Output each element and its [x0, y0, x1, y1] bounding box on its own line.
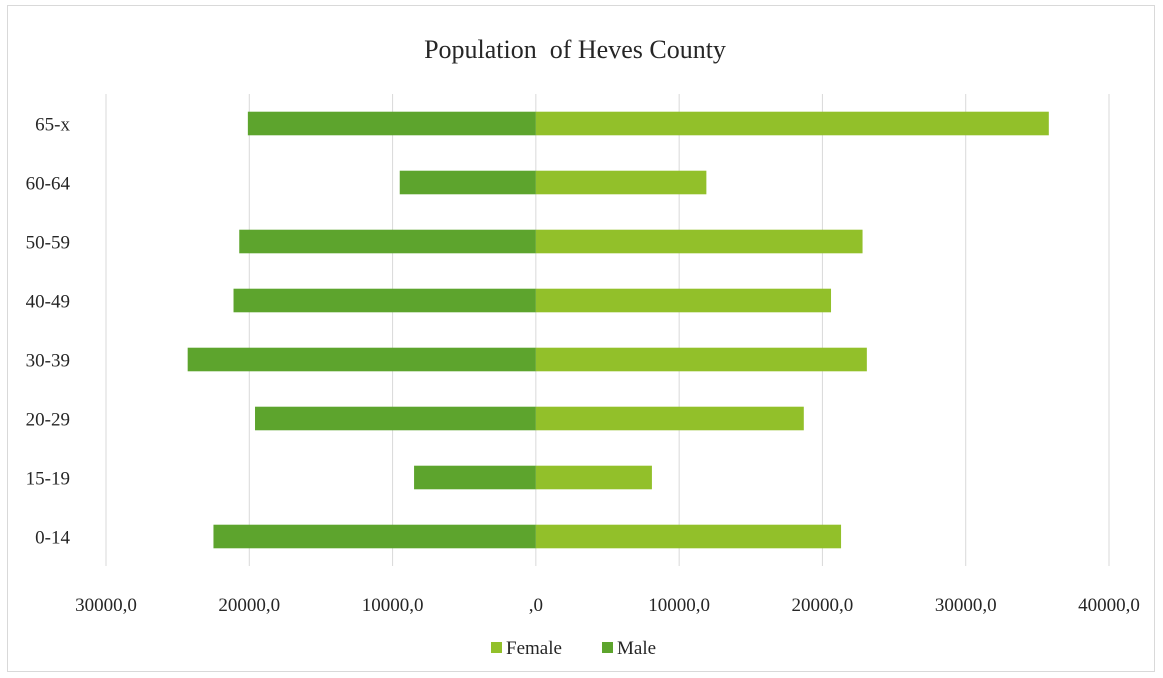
x-axis-labels: 30000,0 20000,0 10000,0 ,0 10000,0 20000,0 300…: [75, 595, 1140, 616]
legend-swatch-male: [602, 642, 613, 653]
bar-female-65-x: [535, 111, 1049, 136]
x-tick-label: 10000,0: [362, 595, 424, 616]
y-tick-label: 15-19: [26, 469, 70, 490]
bar-male-0-14: [213, 524, 536, 549]
y-tick-label: 20-29: [26, 410, 70, 431]
population-pyramid-chart: Population of Heves County 65-x 60-64 50-5…: [26, 35, 1140, 659]
bar-female-15-19: [535, 465, 652, 490]
y-tick-label: 60-64: [26, 174, 71, 195]
legend: Female Male: [491, 638, 656, 659]
bar-male-15-19: [414, 465, 536, 490]
y-tick-label: 40-49: [26, 292, 70, 313]
x-tick-label: 40000,0: [1078, 595, 1140, 616]
y-tick-label: 50-59: [26, 233, 70, 254]
y-axis-labels: 65-x 60-64 50-59 40-49 30-39 20-29 15-19 0-14: [26, 115, 71, 549]
bar-male-60-64: [399, 170, 536, 195]
bar-male-30-39: [187, 347, 536, 372]
gridlines: [105, 94, 1110, 566]
bar-female-0-14: [535, 524, 842, 549]
bar-female-60-64: [535, 170, 707, 195]
chart-title: Population of Heves County: [424, 35, 726, 64]
y-tick-label: 0-14: [35, 528, 70, 549]
legend-swatch-female: [491, 642, 502, 653]
y-tick-label: 65-x: [35, 115, 70, 136]
bar-male-50-59: [239, 229, 536, 254]
x-tick-label: 30000,0: [75, 595, 137, 616]
bar-female-20-29: [535, 406, 804, 431]
x-tick-label: ,0: [529, 595, 543, 616]
legend-label-male: Male: [617, 638, 656, 659]
x-tick-label: 20000,0: [792, 595, 854, 616]
x-tick-label: 30000,0: [935, 595, 997, 616]
bar-female-30-39: [535, 347, 867, 372]
x-tick-label: 20000,0: [218, 595, 280, 616]
chart-frame: Population of Heves County 65-x 60-64 50-5…: [7, 5, 1155, 672]
bars: [187, 111, 1049, 549]
x-tick-label: 10000,0: [648, 595, 710, 616]
bar-female-50-59: [535, 229, 863, 254]
bar-male-65-x: [247, 111, 536, 136]
bar-male-20-29: [255, 406, 536, 431]
bar-male-40-49: [233, 288, 536, 313]
legend-label-female: Female: [506, 638, 562, 659]
y-tick-label: 30-39: [26, 351, 70, 372]
bar-female-40-49: [535, 288, 832, 313]
